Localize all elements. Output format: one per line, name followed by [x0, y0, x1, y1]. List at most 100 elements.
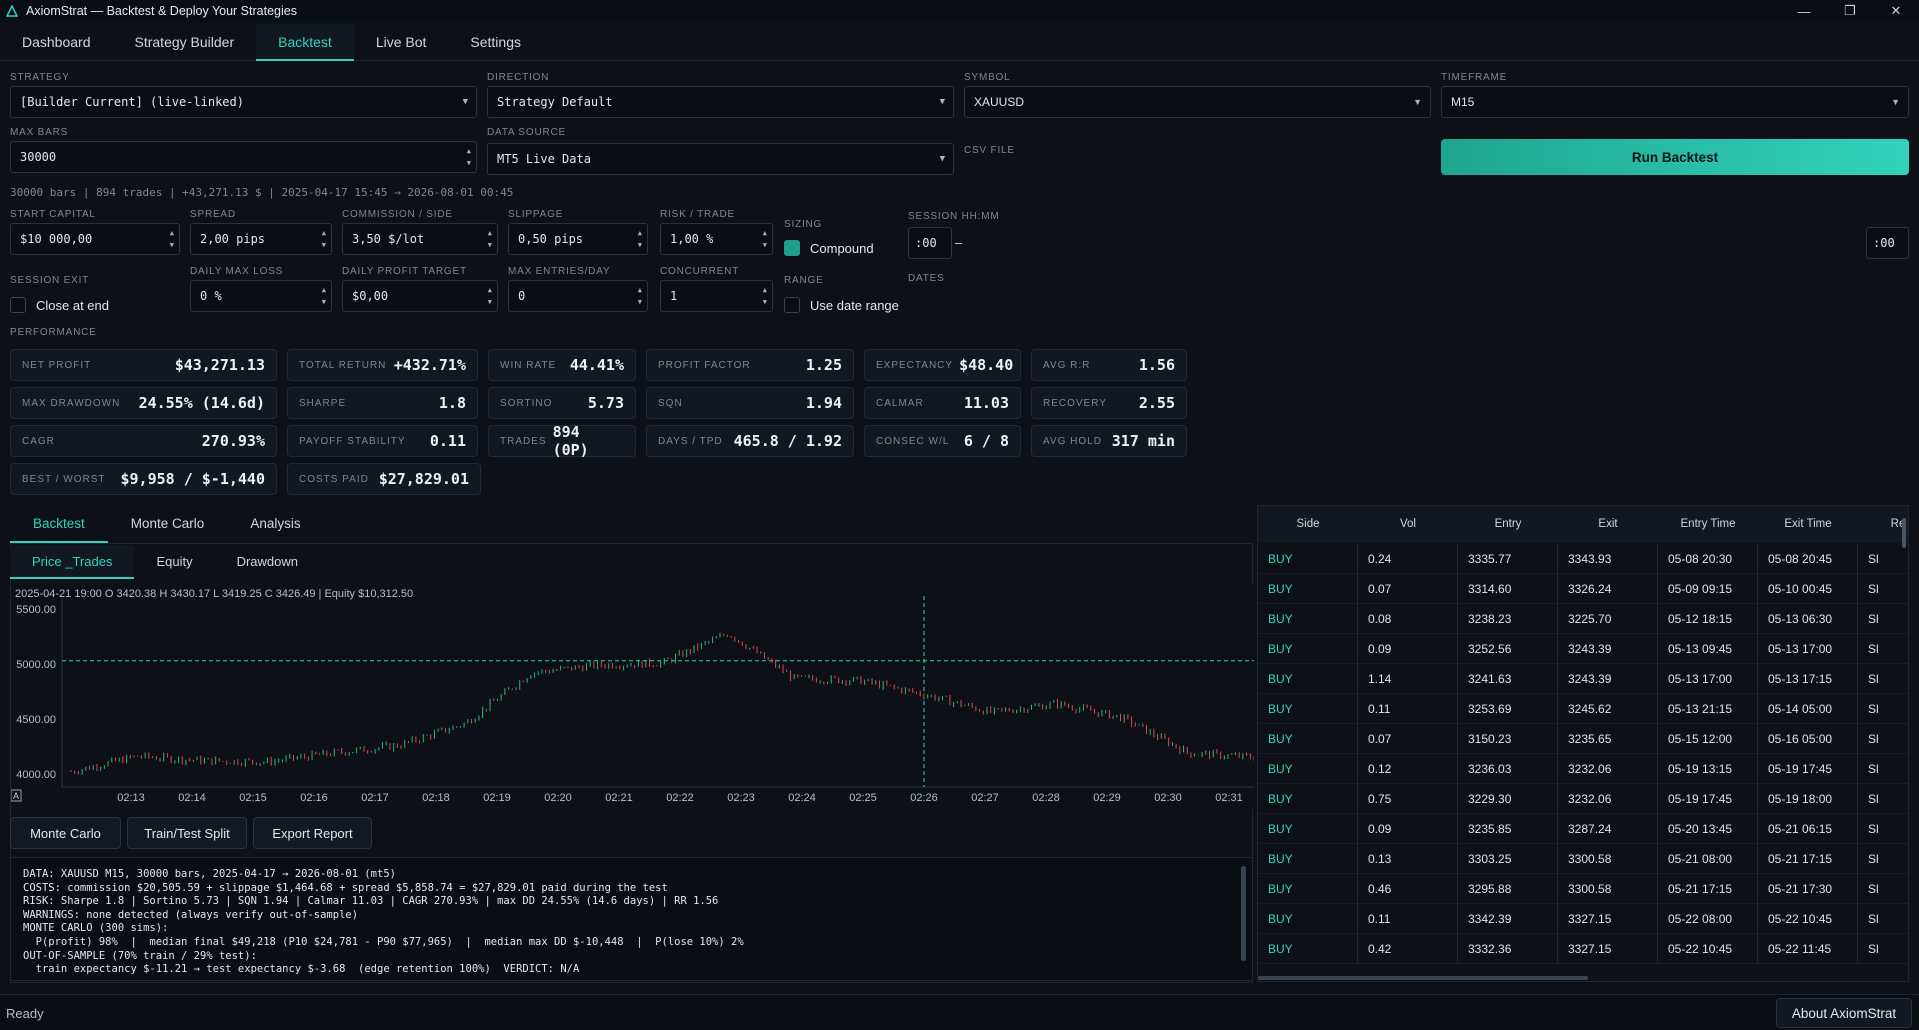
export-report-button[interactable]: Export Report: [253, 817, 372, 849]
table-vertical-scrollbar[interactable]: [1902, 518, 1906, 548]
table-cell: BUY: [1258, 604, 1358, 634]
table-cell: 3300.58: [1558, 874, 1658, 904]
spinner-arrows-icon[interactable]: ▲ ▼: [487, 286, 492, 306]
table-row[interactable]: BUY 0.11 3253.69 3245.62 05-13 21:15 05-14 05…: [1258, 694, 1908, 724]
spinner-arrows-icon[interactable]: ▲ ▼: [169, 229, 174, 249]
daily-max-loss-input[interactable]: 0 % ▲ ▼: [190, 280, 332, 312]
tab-backtest-results[interactable]: Backtest: [10, 507, 108, 543]
start-capital-input[interactable]: $10 000,00 ▲ ▼: [10, 223, 180, 255]
tab-analysis[interactable]: Analysis: [250, 516, 301, 531]
column-header[interactable]: Entry Time: [1680, 518, 1736, 530]
maximize-icon[interactable]: ❐: [1844, 3, 1856, 18]
table-row[interactable]: BUY 0.07 3150.23 3235.65 05-15 12:00 05-16 05…: [1258, 724, 1908, 754]
table-row[interactable]: BUY 0.09 3252.56 3243.39 05-13 09:45 05-13 17…: [1258, 634, 1908, 664]
direction-select[interactable]: Strategy Default ▼: [487, 86, 954, 118]
data-source-select[interactable]: MT5 Live Data ▼: [487, 143, 954, 175]
max-entries-input[interactable]: 0 ▲ ▼: [508, 280, 648, 312]
table-cell: 05-13 21:15: [1658, 694, 1758, 724]
table-row[interactable]: BUY 0.24 3335.77 3343.93 05-08 20:30 05-08 20…: [1258, 544, 1908, 574]
tab-monte-carlo[interactable]: Monte Carlo: [130, 516, 205, 531]
tab-dashboard[interactable]: Dashboard: [22, 34, 91, 50]
spinner-arrows-icon[interactable]: ▲ ▼: [637, 286, 642, 306]
column-header[interactable]: Exit Time: [1784, 518, 1832, 530]
spinner-arrows-icon[interactable]: ▲ ▼: [762, 286, 767, 306]
column-header[interactable]: Side: [1296, 518, 1320, 530]
table-row[interactable]: BUY 0.12 3236.03 3232.06 05-19 13:15 05-19 17…: [1258, 754, 1908, 784]
table-row[interactable]: BUY 0.07 3314.60 3326.24 05-09 09:15 05-10 00…: [1258, 574, 1908, 604]
spinner-arrows-icon[interactable]: ▲ ▼: [637, 229, 642, 249]
spread-input[interactable]: 2,00 pips ▲ ▼: [190, 223, 332, 255]
table-row[interactable]: BUY 0.13 3303.25 3300.58 05-21 08:00 05-21 17…: [1258, 844, 1908, 874]
strategy-select[interactable]: [Builder Current] (live-linked) ▼: [10, 86, 477, 118]
table-row[interactable]: BUY 1.14 3241.63 3243.39 05-13 17:00 05-13 17…: [1258, 664, 1908, 694]
table-row[interactable]: BUY 0.11 3342.39 3327.15 05-22 08:00 05-22 10…: [1258, 904, 1908, 934]
trades-table[interactable]: Side Vol Entry Exit Entry Time Exit Time Re BU…: [1257, 505, 1909, 982]
price-chart[interactable]: 2025-04-21 19:00 O 3420.38 H 3430.17 L 3…: [10, 584, 1255, 809]
metric-value: 317 min: [1111, 432, 1175, 450]
trades-table-header: Side Vol Entry Exit Entry Time Exit Time Re: [1258, 506, 1908, 543]
max-bars-input[interactable]: 30000 ▲ ▼: [10, 141, 477, 173]
table-row[interactable]: BUY 0.42 3332.36 3327.15 05-22 10:45 05-22 11…: [1258, 934, 1908, 964]
tab-equity[interactable]: Equity: [156, 554, 193, 569]
checkbox-icon[interactable]: [784, 297, 800, 313]
close-at-end-checkbox[interactable]: Close at end: [10, 297, 109, 313]
tab-backtest[interactable]: Backtest: [256, 24, 354, 61]
x-tick-label: 02:26: [910, 792, 938, 804]
slippage-value: 0,50 pips: [518, 232, 584, 246]
log-scrollbar[interactable]: [1241, 866, 1246, 961]
table-horizontal-scrollbar[interactable]: [1258, 976, 1588, 980]
session-end-input[interactable]: :00: [1866, 227, 1909, 259]
chevron-down-icon: ▼: [939, 97, 945, 107]
spinner-arrows-icon[interactable]: ▲ ▼: [321, 286, 326, 306]
table-cell: Sl: [1858, 724, 1908, 754]
spinner-arrows-icon[interactable]: ▲ ▼: [762, 229, 767, 249]
slippage-input[interactable]: 0,50 pips ▲ ▼: [508, 223, 648, 255]
column-header[interactable]: Entry: [1494, 518, 1522, 530]
spinner-arrows-icon[interactable]: ▲ ▼: [466, 147, 471, 167]
column-header[interactable]: Re: [1890, 518, 1906, 530]
table-row[interactable]: BUY 0.46 3295.88 3300.58 05-21 17:15 05-21 17…: [1258, 874, 1908, 904]
symbol-select[interactable]: XAUUSD ▼: [964, 86, 1431, 118]
minimize-icon[interactable]: —: [1797, 3, 1811, 19]
train-test-split-button[interactable]: Train/Test Split: [127, 817, 247, 849]
tab-live-bot[interactable]: Live Bot: [375, 34, 427, 50]
x-tick-label: 02:16: [300, 792, 328, 804]
table-row[interactable]: BUY 0.09 3235.85 3287.24 05-20 13:45 05-21 06…: [1258, 814, 1908, 844]
table-cell: 3243.39: [1558, 664, 1658, 694]
use-date-range-checkbox[interactable]: Use date range: [784, 297, 899, 313]
tab-strategy-builder[interactable]: Strategy Builder: [134, 34, 235, 50]
ohlc-readout: 2025-04-21 19:00 O 3420.38 H 3430.17 L 3…: [15, 588, 414, 600]
log-line: MONTE CARLO (300 sims):: [23, 922, 169, 935]
close-at-end-label: Close at end: [36, 297, 109, 313]
metric-card: SORTINO 5.73: [488, 387, 636, 419]
close-icon[interactable]: ✕: [1890, 3, 1902, 18]
risk-trade-input[interactable]: 1,00 % ▲ ▼: [660, 223, 773, 255]
spinner-arrows-icon[interactable]: ▲ ▼: [321, 229, 326, 249]
monte-carlo-button[interactable]: Monte Carlo: [10, 817, 121, 849]
commission-input[interactable]: 3,50 $/lot ▲ ▼: [342, 223, 498, 255]
metric-card: CALMAR 11.03: [864, 387, 1021, 419]
column-header[interactable]: Vol: [1400, 518, 1416, 530]
table-row[interactable]: BUY 0.08 3238.23 3225.70 05-12 18:15 05-13 06…: [1258, 604, 1908, 634]
tab-settings[interactable]: Settings: [470, 34, 521, 50]
table-row[interactable]: BUY 0.75 3229.30 3232.06 05-19 17:45 05-19 18…: [1258, 784, 1908, 814]
compound-checkbox[interactable]: Compound: [784, 240, 874, 256]
concurrent-input[interactable]: 1 ▲ ▼: [660, 280, 773, 312]
spinner-arrows-icon[interactable]: ▲ ▼: [487, 229, 492, 249]
tab-price-trades[interactable]: Price _Trades: [10, 545, 135, 579]
run-backtest-button[interactable]: Run Backtest: [1441, 139, 1909, 175]
table-cell: 05-13 17:00: [1658, 664, 1758, 694]
about-button[interactable]: About AxiomStrat: [1776, 998, 1912, 1028]
checkbox-checked-icon[interactable]: [784, 240, 800, 256]
report-log[interactable]: DATA: XAUUSD M15, 30000 bars, 2025-04-17…: [10, 857, 1253, 981]
column-header[interactable]: Exit: [1598, 518, 1618, 530]
tab-drawdown[interactable]: Drawdown: [236, 554, 298, 569]
x-tick-label: 02:13: [117, 792, 145, 804]
price-chart-svg[interactable]: 5500.00 5000.00 4500.00 4000.00 02:13 02:14 02…: [10, 584, 1255, 809]
table-cell: 05-20 13:45: [1658, 814, 1758, 844]
session-start-input[interactable]: :00: [908, 227, 952, 259]
table-cell: BUY: [1258, 664, 1358, 694]
timeframe-select[interactable]: M15 ▼: [1441, 86, 1909, 118]
daily-profit-target-input[interactable]: $0,00 ▲ ▼: [342, 280, 498, 312]
checkbox-icon[interactable]: [10, 297, 26, 313]
